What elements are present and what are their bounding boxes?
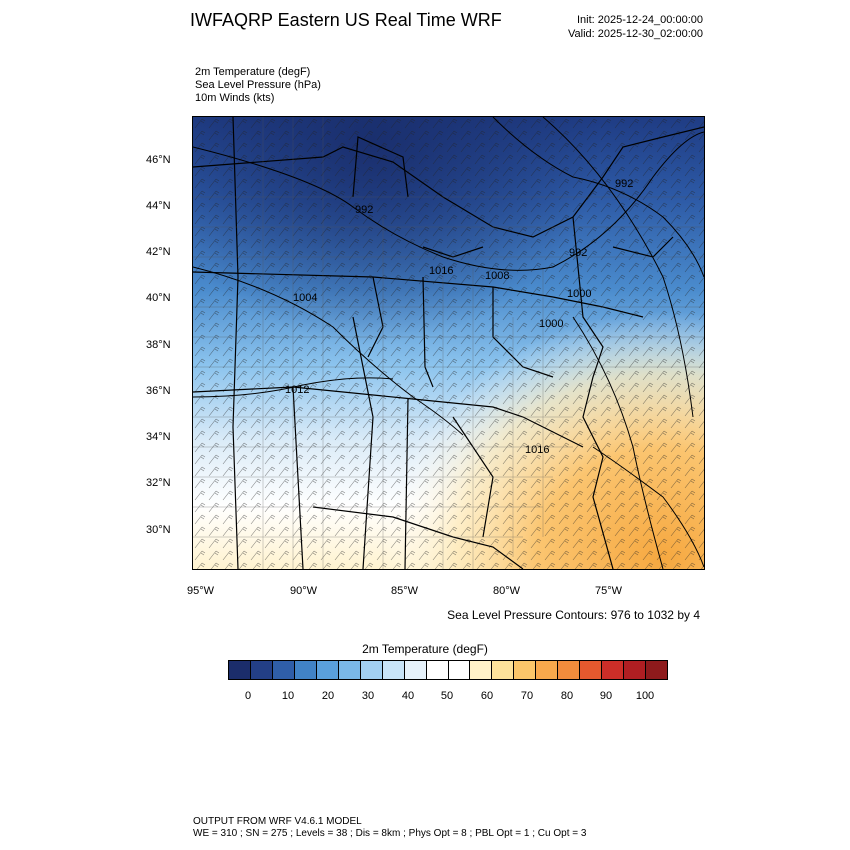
lat-label: 46°N [146,154,171,166]
colorbar-label: 40 [401,690,415,702]
colorbar-swatch [426,661,449,679]
field-list: 2m Temperature (degF) Sea Level Pressure… [195,66,321,105]
colorbar-swatch [470,661,493,679]
lat-label: 32°N [146,477,171,489]
colorbar-swatch [492,661,515,679]
lon-label: 85°W [391,585,419,597]
colorbar-swatch [229,661,251,679]
footer-line-1: OUTPUT FROM WRF V4.6.1 MODEL [193,816,362,827]
isobar-label: 992 [569,247,587,259]
colorbar-swatch [580,661,603,679]
isobar-label: 1004 [293,292,317,304]
isobar-label: 1008 [485,270,509,282]
colorbar-swatch [558,661,581,679]
colorbar-swatch [404,661,427,679]
colorbar-label: 20 [321,690,335,702]
field-temperature: 2m Temperature (degF) [195,66,311,78]
isobar-label: 1016 [525,444,549,456]
colorbar-swatch [250,661,273,679]
field-pressure: Sea Level Pressure (hPa) [195,79,321,91]
colorbar-label: 50 [440,690,454,702]
isobar-label: 1000 [539,318,563,330]
lat-label: 36°N [146,385,171,397]
footer-line-2: WE = 310 ; SN = 275 ; Levels = 38 ; Dis … [193,828,587,839]
colorbar-swatch [338,661,361,679]
field-winds: 10m Winds (kts) [195,92,275,104]
colorbar-label: 30 [361,690,375,702]
pressure-contour-note: Sea Level Pressure Contours: 976 to 1032… [447,608,700,622]
colorbar-swatch [448,661,471,679]
colorbar-title: 2m Temperature (degF) [362,642,488,656]
colorbar-swatch [646,661,668,679]
lon-label: 75°W [595,585,623,597]
colorbar-swatch [316,661,339,679]
colorbar-label: 10 [281,690,295,702]
valid-time: Valid: 2025-12-30_02:00:00 [568,28,703,40]
init-time: Init: 2025-12-24_00:00:00 [577,14,703,26]
wind-barbs [193,117,704,569]
colorbar-swatch [382,661,405,679]
forecast-times: Init: 2025-12-24_00:00:00 Valid: 2025-12… [568,13,703,41]
weather-map: 992 1004 1016 1008 992 1000 1000 992 101… [192,116,705,570]
model-footer: OUTPUT FROM WRF V4.6.1 MODEL WE = 310 ; … [193,816,586,840]
plot-title: IWFAQRP Eastern US Real Time WRF [190,10,502,30]
lon-label: 80°W [493,585,521,597]
colorbar-swatch [294,661,317,679]
colorbar-swatch [602,661,625,679]
isobar-label: 1016 [429,265,453,277]
map-canvas: 992 1004 1016 1008 992 1000 1000 992 101… [193,117,704,569]
colorbar-label: 0 [244,690,252,702]
colorbar-label: 90 [599,690,613,702]
lat-label: 44°N [146,200,171,212]
isobar-label: 1012 [285,384,309,396]
colorbar-label: 60 [480,690,494,702]
temperature-colorbar [228,660,668,680]
colorbar-label: 70 [520,690,534,702]
colorbar-label: 80 [560,690,574,702]
lat-label: 42°N [146,246,171,258]
lon-label: 90°W [290,585,318,597]
isobar-contours [193,117,704,569]
isobar-label: 992 [355,204,373,216]
isobar-label: 992 [615,178,633,190]
colorbar-swatch [360,661,383,679]
isobar-label: 1000 [567,288,591,300]
lat-label: 40°N [146,292,171,304]
isobar-labels: 992 1004 1016 1008 992 1000 1000 992 101… [285,178,633,456]
colorbar-swatch [624,661,647,679]
colorbar-label: 100 [635,690,655,702]
colorbar-swatch [514,661,537,679]
colorbar-swatch [536,661,559,679]
colorbar-swatch [272,661,295,679]
lat-label: 30°N [146,524,171,536]
lat-label: 38°N [146,339,171,351]
county-lines [193,117,704,569]
lat-label: 34°N [146,431,171,443]
lon-label: 95°W [187,585,215,597]
